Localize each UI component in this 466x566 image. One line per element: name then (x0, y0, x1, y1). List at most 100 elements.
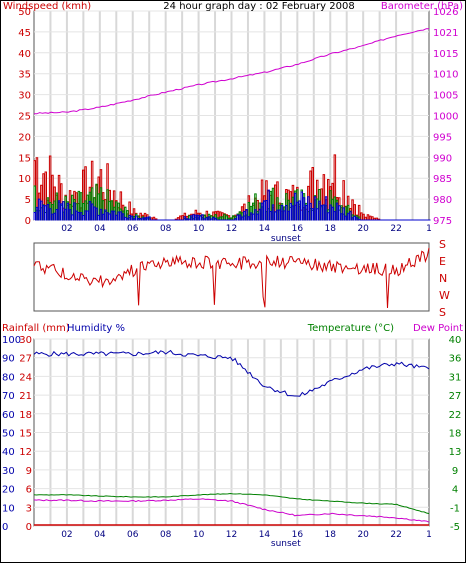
rain-tick-label: 24 (19, 372, 32, 383)
temperature-tick-label: 22 (449, 410, 462, 421)
dewpoint-line (33, 498, 430, 523)
x-tick-label: 08 (160, 530, 172, 540)
sunset-annotation: sunset (271, 539, 301, 549)
x-tick-label: 06 (127, 224, 139, 234)
x-tick-label: 20 (357, 224, 369, 234)
rain-tick-label: 9 (26, 466, 32, 477)
compass-tick-label: E (439, 255, 446, 268)
compass-tick-label: W (439, 289, 450, 302)
rain-tick-label: 3 (26, 503, 32, 514)
temperature-axis-title: Temperature (°C) (307, 323, 394, 334)
x-tick-label: 14 (259, 224, 271, 234)
humidity-tick-label: 60 (2, 410, 15, 421)
temperature-tick-label: -5 (450, 522, 460, 533)
windspeed-tick-label: 0 (25, 216, 31, 227)
x-tick-label: 20 (357, 530, 369, 540)
x-tick-label: 18 (325, 530, 337, 540)
rain-tick-label: 30 (19, 335, 32, 346)
temperature-line (33, 492, 430, 515)
windspeed-tick-label: 35 (18, 70, 31, 81)
windspeed-tick-label: 50 (18, 7, 31, 18)
rainfall-axis-title: Rainfall (mm) (2, 323, 70, 334)
x-tick-label: 04 (94, 224, 106, 234)
barometer-tick-label: 1026 (433, 7, 458, 18)
barometer-tick-label: 1000 (433, 112, 458, 123)
rain-tick-label: 27 (19, 354, 32, 365)
humidity-tick-label: 70 (2, 391, 15, 402)
wind-barometer-panel: 0510152025303540455097598098599099510001… (3, 1, 463, 244)
humidity-tick-label: 90 (2, 354, 15, 365)
x-tick-label: 12 (226, 224, 237, 234)
x-tick-label: 22 (390, 224, 401, 234)
sunset-annotation: sunset (271, 234, 301, 244)
windspeed-tick-label: 40 (18, 49, 31, 60)
temperature-tick-label: 36 (449, 354, 462, 365)
wind-series-line (33, 189, 431, 221)
barometer-tick-label: 995 (433, 132, 452, 143)
temperature-tick-label: 13 (449, 447, 462, 458)
temperature-tick-label: 31 (449, 372, 462, 383)
dewpoint-axis-title: Dew Point (413, 323, 463, 334)
windspeed-tick-label: 45 (18, 28, 31, 39)
humidity-tick-label: 10 (2, 503, 15, 514)
compass-tick-label: S (439, 238, 446, 251)
humidity-axis-title: Humidity % (67, 323, 125, 334)
barometer-line (33, 28, 430, 115)
x-tick-label: 02 (61, 530, 72, 540)
temperature-tick-label: -1 (450, 503, 460, 514)
x-tick-label: 08 (160, 224, 172, 234)
x-tick-label: 1 (426, 530, 432, 540)
humidity-tick-label: 100 (2, 335, 21, 346)
x-tick-label: 10 (193, 224, 205, 234)
barometer-tick-label: 1010 (433, 70, 458, 81)
temperature-tick-label: 4 (452, 485, 458, 496)
humidity-tick-label: 0 (2, 522, 8, 533)
x-tick-label: 12 (226, 530, 237, 540)
windspeed-tick-label: 30 (18, 91, 31, 102)
x-tick-label: 22 (390, 530, 401, 540)
humidity-tick-label: 30 (2, 466, 15, 477)
barometer-tick-label: 1021 (433, 28, 458, 39)
humidity-tick-label: 50 (2, 429, 15, 440)
barometer-tick-label: 1005 (433, 91, 458, 102)
humidity-tick-label: 40 (2, 447, 15, 458)
temperature-tick-label: 27 (449, 391, 462, 402)
compass-tick-label: S (439, 306, 446, 319)
barometer-tick-label: 990 (433, 153, 452, 164)
humidity-tick-label: 20 (2, 485, 15, 496)
rain-tick-label: 18 (19, 410, 32, 421)
x-tick-label: 14 (259, 530, 271, 540)
rain-tick-label: 12 (19, 447, 32, 458)
x-tick-label: 18 (325, 224, 337, 234)
rain-tick-label: 0 (26, 522, 32, 533)
windspeed-tick-label: 20 (18, 132, 31, 143)
rain-tick-label: 6 (26, 485, 32, 496)
x-tick-label: 06 (127, 530, 139, 540)
chart-title: 24 hour graph day : 02 February 2008 (163, 1, 354, 12)
barometer-tick-label: 980 (433, 195, 452, 206)
temperature-tick-label: 9 (452, 466, 458, 477)
temperature-tick-label: 40 (449, 335, 462, 346)
windspeed-tick-label: 5 (25, 195, 31, 206)
temperature-tick-label: 18 (449, 429, 462, 440)
humidity-line (33, 349, 430, 397)
barometer-tick-label: 975 (433, 216, 452, 227)
rain-tick-label: 15 (19, 429, 32, 440)
compass-tick-label: N (439, 272, 447, 285)
windspeed-tick-label: 25 (18, 112, 31, 123)
windspeed-tick-label: 10 (18, 174, 31, 185)
temperature-humidity-panel: 0 0 -5 10 3 -1 20 6 4 30 9 9 40 12 13 50 15 18 60 18 22 70 21 2… (2, 323, 463, 549)
humidity-tick-label: 80 (2, 372, 15, 383)
rain-tick-label: 21 (19, 391, 32, 402)
windspeed-axis-title: Windspeed (kmh) (3, 1, 91, 12)
x-tick-label: 1 (426, 224, 432, 234)
x-tick-label: 16 (292, 224, 304, 234)
x-tick-label: 02 (61, 224, 72, 234)
x-tick-label: 04 (94, 530, 106, 540)
barometer-tick-label: 985 (433, 174, 452, 185)
x-tick-label: 10 (193, 530, 205, 540)
plot-area (33, 242, 430, 312)
